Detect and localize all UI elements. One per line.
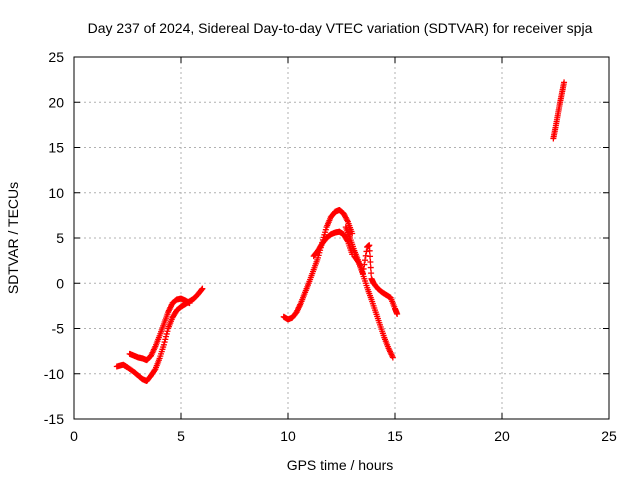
x-tick-label: 25 bbox=[601, 428, 617, 444]
data-point bbox=[162, 336, 169, 343]
data-point bbox=[367, 253, 374, 260]
data-point bbox=[366, 247, 373, 254]
y-axis-label: SDTVAR / TECUs bbox=[5, 182, 21, 294]
data-point bbox=[163, 330, 170, 337]
data-point bbox=[366, 242, 373, 249]
data-point bbox=[186, 300, 193, 307]
data-point bbox=[164, 328, 171, 335]
x-tick-label: 0 bbox=[70, 428, 78, 444]
data-point bbox=[394, 311, 401, 318]
data-point bbox=[362, 257, 369, 264]
data-point bbox=[561, 79, 568, 86]
data-point bbox=[360, 265, 367, 272]
data-point bbox=[359, 270, 366, 277]
data-point bbox=[163, 333, 170, 340]
data-point bbox=[161, 339, 168, 346]
grid-lines bbox=[74, 57, 609, 419]
y-tick-label: 15 bbox=[48, 140, 64, 156]
y-tick-label: 10 bbox=[48, 185, 64, 201]
x-tick-label: 5 bbox=[177, 428, 185, 444]
data-point bbox=[389, 354, 396, 361]
data-point bbox=[199, 285, 206, 292]
y-tick-label: -15 bbox=[44, 411, 64, 427]
data-points bbox=[113, 79, 568, 384]
x-axis-label: GPS time / hours bbox=[287, 457, 394, 473]
data-point bbox=[198, 286, 205, 293]
y-tick-label: 20 bbox=[48, 94, 64, 110]
y-tick-label: 25 bbox=[48, 49, 64, 65]
data-point bbox=[160, 341, 167, 348]
y-tick-label: -5 bbox=[52, 321, 65, 337]
series-arc3 bbox=[550, 79, 568, 142]
axis-ticks bbox=[73, 56, 610, 420]
data-point bbox=[349, 230, 356, 237]
series-arc2-tail bbox=[351, 242, 401, 318]
x-tick-label: 20 bbox=[494, 428, 510, 444]
y-tick-label: 5 bbox=[56, 230, 64, 246]
data-point bbox=[361, 261, 368, 268]
series-arc1-upper bbox=[126, 295, 193, 364]
x-tick-label: 10 bbox=[280, 428, 296, 444]
series-arc2 bbox=[280, 206, 356, 323]
data-point bbox=[367, 264, 374, 271]
tick-labels: 0 5 10 15 20 25 -15 -10 -5 0 5 10 15 20 25 bbox=[44, 49, 617, 444]
y-tick-label: -10 bbox=[44, 366, 64, 382]
chart-title: Day 237 of 2024, Sidereal Day-to-day VTE… bbox=[88, 20, 593, 36]
y-tick-label: 0 bbox=[56, 275, 64, 291]
x-tick-label: 15 bbox=[387, 428, 403, 444]
data-point bbox=[368, 270, 375, 277]
data-point bbox=[367, 258, 374, 265]
